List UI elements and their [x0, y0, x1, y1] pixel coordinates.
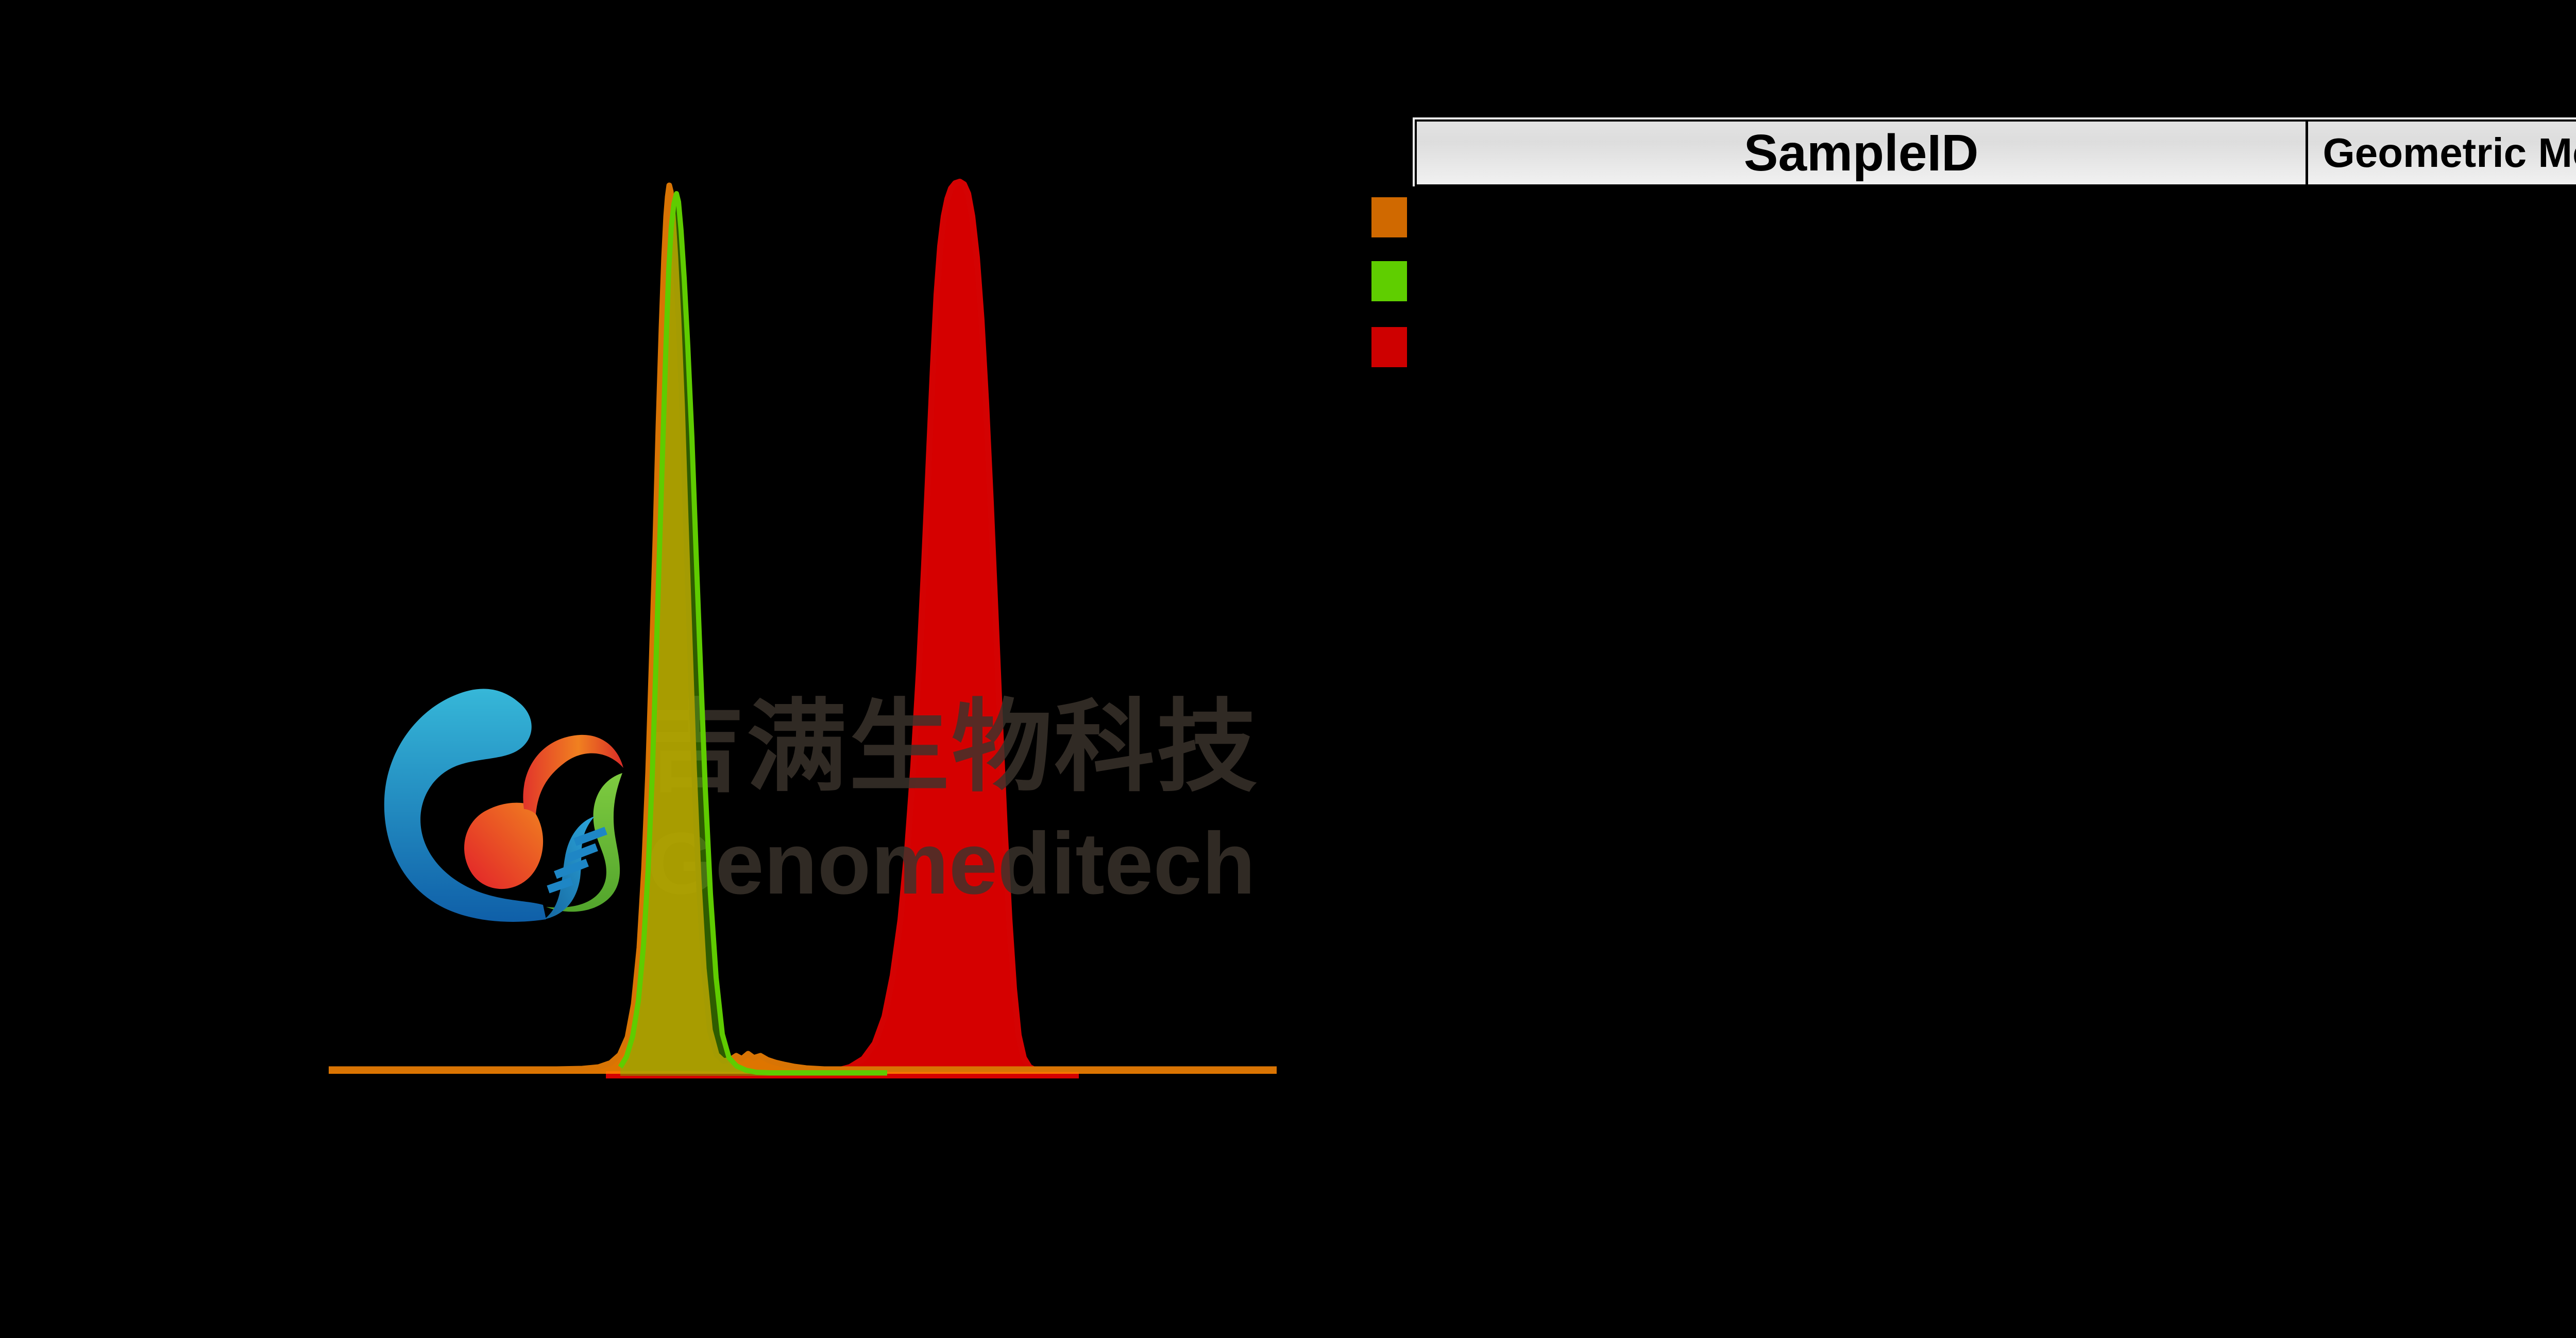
- legend-header-geometric-mean: Geometric Mean : RL1-H: [2323, 130, 2576, 176]
- legend-row: [1371, 327, 2576, 367]
- watermark-english-text: Genomeditech: [647, 815, 1256, 913]
- series-green-group: [618, 191, 887, 1076]
- series-green-curve: [618, 191, 887, 1075]
- legend-row: [1371, 261, 2576, 301]
- series-orange-curve: [329, 182, 1277, 1072]
- logo-green-leaf: [546, 773, 622, 912]
- series-orange-fill: [329, 185, 1277, 1074]
- logo-dna-rungs: [547, 827, 607, 894]
- logo-flame-swoosh: [523, 734, 623, 814]
- legend-swatch-red: [1371, 327, 1407, 367]
- genomeditech-logo: [384, 689, 623, 922]
- logo-flame-drop: [464, 802, 544, 889]
- legend-swatch-green: [1371, 261, 1407, 301]
- logo-blue-crescent: [384, 689, 546, 922]
- legend-table: SampleID Geometric Mean : RL1-H: [1413, 117, 2576, 186]
- watermark-chinese-text: 吉满生物科技: [644, 691, 1259, 803]
- watermark: 吉满生物科技 Genomeditech: [384, 689, 1259, 922]
- series-green-fill: [620, 194, 887, 1076]
- series-orange-group: [329, 182, 1277, 1074]
- legend-header-sampleid: SampleID: [1417, 122, 2308, 184]
- series-red-fill: [606, 182, 1079, 1078]
- legend-header-row: SampleID Geometric Mean : RL1-H: [1415, 119, 2576, 186]
- legend-swatch-orange: [1371, 197, 1407, 237]
- legend-row: [1371, 197, 2576, 237]
